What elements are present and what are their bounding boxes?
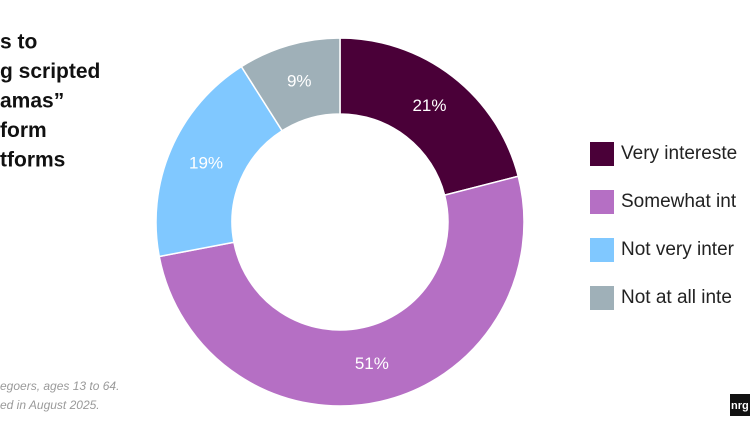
donut-segment [339,37,520,197]
footnote: ed in August 2025. [0,398,100,412]
donut-segment [155,65,284,258]
value-label: 19% [189,154,223,173]
legend-swatch [590,286,614,310]
legend-label: Not very inter [621,239,735,260]
donut-segment [240,37,341,132]
legend-label: Very intereste [621,143,737,164]
legend-swatch [590,190,614,214]
title-line: tforms [0,149,65,172]
title-line: s to [0,31,37,54]
title-line: amas” [0,90,64,113]
value-label: 51% [355,354,389,373]
value-label: 9% [287,71,312,90]
logo-box [730,394,750,416]
footnote: egoers, ages 13 to 64. [0,379,119,393]
value-label: 21% [412,96,446,115]
title-line: form [0,119,47,142]
donut-segment [158,175,525,407]
legend-swatch [590,238,614,262]
legend-swatch [590,142,614,166]
title-line: g scripted [0,60,100,83]
logo: nrg [731,400,749,412]
legend-label: Not at all inte [621,287,732,308]
legend-label: Somewhat int [621,191,737,212]
